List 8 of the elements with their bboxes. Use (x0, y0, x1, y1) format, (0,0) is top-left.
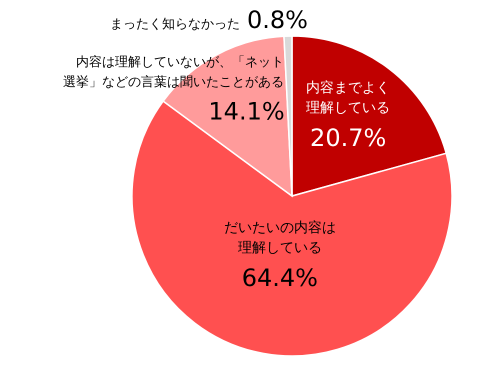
slice-label: まったく知らなかった (110, 17, 240, 32)
data-label: 64.4% (242, 264, 318, 292)
data-label: 0.8% (247, 6, 308, 34)
data-label: 14.1% (208, 97, 285, 126)
slice-label: 内容までよく理解している (306, 80, 390, 116)
slice-label: 内容は理解していないが、「ネット選挙」などの言葉は聞いたことがある (63, 54, 284, 90)
slice-label: だいたいの内容は理解している (224, 220, 336, 256)
data-label: 20.7% (310, 124, 386, 152)
